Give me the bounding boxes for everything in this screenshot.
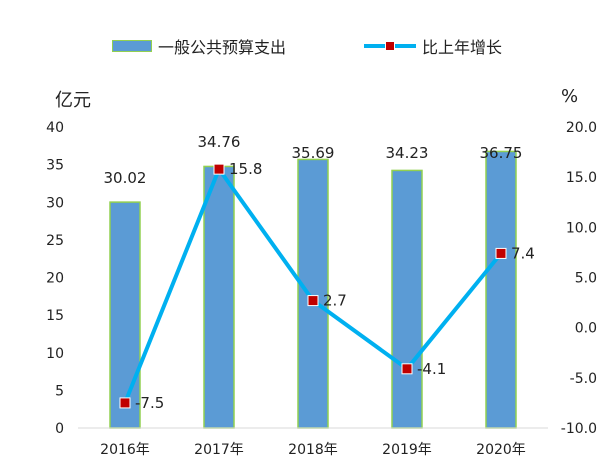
growth-marker — [307, 295, 319, 307]
right-axis-tick-label: 0.0 — [575, 321, 597, 337]
bar — [297, 158, 329, 429]
growth-value-label: 2.7 — [323, 292, 347, 310]
growth-value-label: -7.5 — [135, 394, 164, 412]
left-axis-tick-label: 40 — [46, 120, 64, 136]
bar — [485, 150, 517, 429]
growth-marker — [401, 363, 413, 375]
legend-line-swatch — [364, 39, 417, 53]
right-axis-tick-label: -10.0 — [561, 421, 597, 437]
bar-value-label: 34.76 — [198, 133, 241, 151]
left-axis-tick-label: 35 — [46, 158, 64, 174]
left-axis-unit: 亿元 — [55, 90, 91, 111]
bar-value-label: 36.75 — [480, 144, 523, 162]
right-axis-tick-label: 10.0 — [566, 220, 597, 236]
category-label: 2016年 — [100, 442, 150, 458]
growth-value-label: 7.4 — [511, 244, 535, 262]
category-label: 2018年 — [288, 442, 338, 458]
category-label: 2019年 — [382, 442, 432, 458]
left-axis-tick-label: 5 — [55, 383, 64, 399]
left-axis-tick-label: 25 — [46, 233, 64, 249]
bar — [391, 169, 423, 429]
legend-item-line: 比上年增长 — [364, 34, 502, 58]
category-label: 2017年 — [194, 442, 244, 458]
legend-bar-label: 一般公共预算支出 — [158, 38, 287, 57]
legend-bar-swatch — [112, 40, 152, 52]
right-axis-tick-label: -5.0 — [570, 371, 597, 387]
growth-marker — [119, 397, 131, 409]
growth-marker — [213, 163, 225, 175]
right-axis-tick-label: 15.0 — [566, 170, 597, 186]
right-axis-tick-label: 5.0 — [575, 271, 597, 287]
bar-value-label: 35.69 — [292, 144, 335, 162]
chart-legend: 一般公共预算支出 比上年增长 — [112, 34, 502, 58]
growth-value-label: 15.8 — [229, 160, 262, 178]
legend-line-label: 比上年增长 — [422, 38, 503, 57]
left-axis-tick-label: 30 — [46, 195, 64, 211]
bar — [203, 165, 235, 429]
left-axis-tick-label: 15 — [46, 308, 64, 324]
growth-marker — [495, 247, 507, 259]
legend-item-bar: 一般公共预算支出 — [112, 34, 286, 58]
bar — [109, 201, 141, 429]
right-axis-unit: % — [561, 86, 579, 107]
left-axis-tick-label: 0 — [55, 421, 64, 437]
bar-value-label: 34.23 — [386, 144, 429, 162]
bar-value-label: 30.02 — [104, 169, 147, 187]
growth-value-label: -4.1 — [417, 360, 446, 378]
right-axis-tick-label: 20.0 — [566, 120, 597, 136]
left-axis-tick-label: 10 — [46, 346, 64, 362]
category-label: 2020年 — [476, 442, 526, 458]
left-axis-tick-label: 20 — [46, 271, 64, 287]
